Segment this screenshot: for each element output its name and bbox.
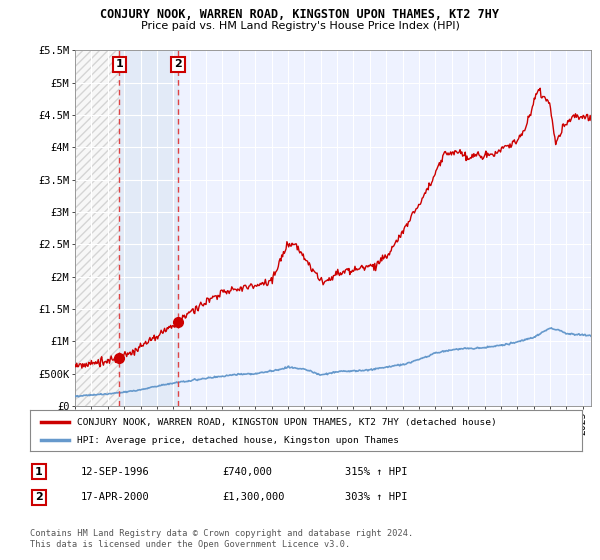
Text: 12-SEP-1996: 12-SEP-1996 [81,466,150,477]
Text: HPI: Average price, detached house, Kingston upon Thames: HPI: Average price, detached house, King… [77,436,399,445]
Bar [119,50,178,406]
Text: 315% ↑ HPI: 315% ↑ HPI [345,466,407,477]
Text: £740,000: £740,000 [222,466,272,477]
Text: 2: 2 [35,492,43,502]
Text: 17-APR-2000: 17-APR-2000 [81,492,150,502]
Text: 1: 1 [35,466,43,477]
Text: CONJURY NOOK, WARREN ROAD, KINGSTON UPON THAMES, KT2 7HY (detached house): CONJURY NOOK, WARREN ROAD, KINGSTON UPON… [77,418,497,427]
Text: £1,300,000: £1,300,000 [222,492,284,502]
Bar [75,50,119,406]
Text: CONJURY NOOK, WARREN ROAD, KINGSTON UPON THAMES, KT2 7HY: CONJURY NOOK, WARREN ROAD, KINGSTON UPON… [101,8,499,21]
Text: 2: 2 [174,59,182,69]
Text: Price paid vs. HM Land Registry's House Price Index (HPI): Price paid vs. HM Land Registry's House … [140,21,460,31]
Text: Contains HM Land Registry data © Crown copyright and database right 2024.
This d: Contains HM Land Registry data © Crown c… [30,529,413,549]
Text: 1: 1 [116,59,123,69]
Text: 303% ↑ HPI: 303% ↑ HPI [345,492,407,502]
